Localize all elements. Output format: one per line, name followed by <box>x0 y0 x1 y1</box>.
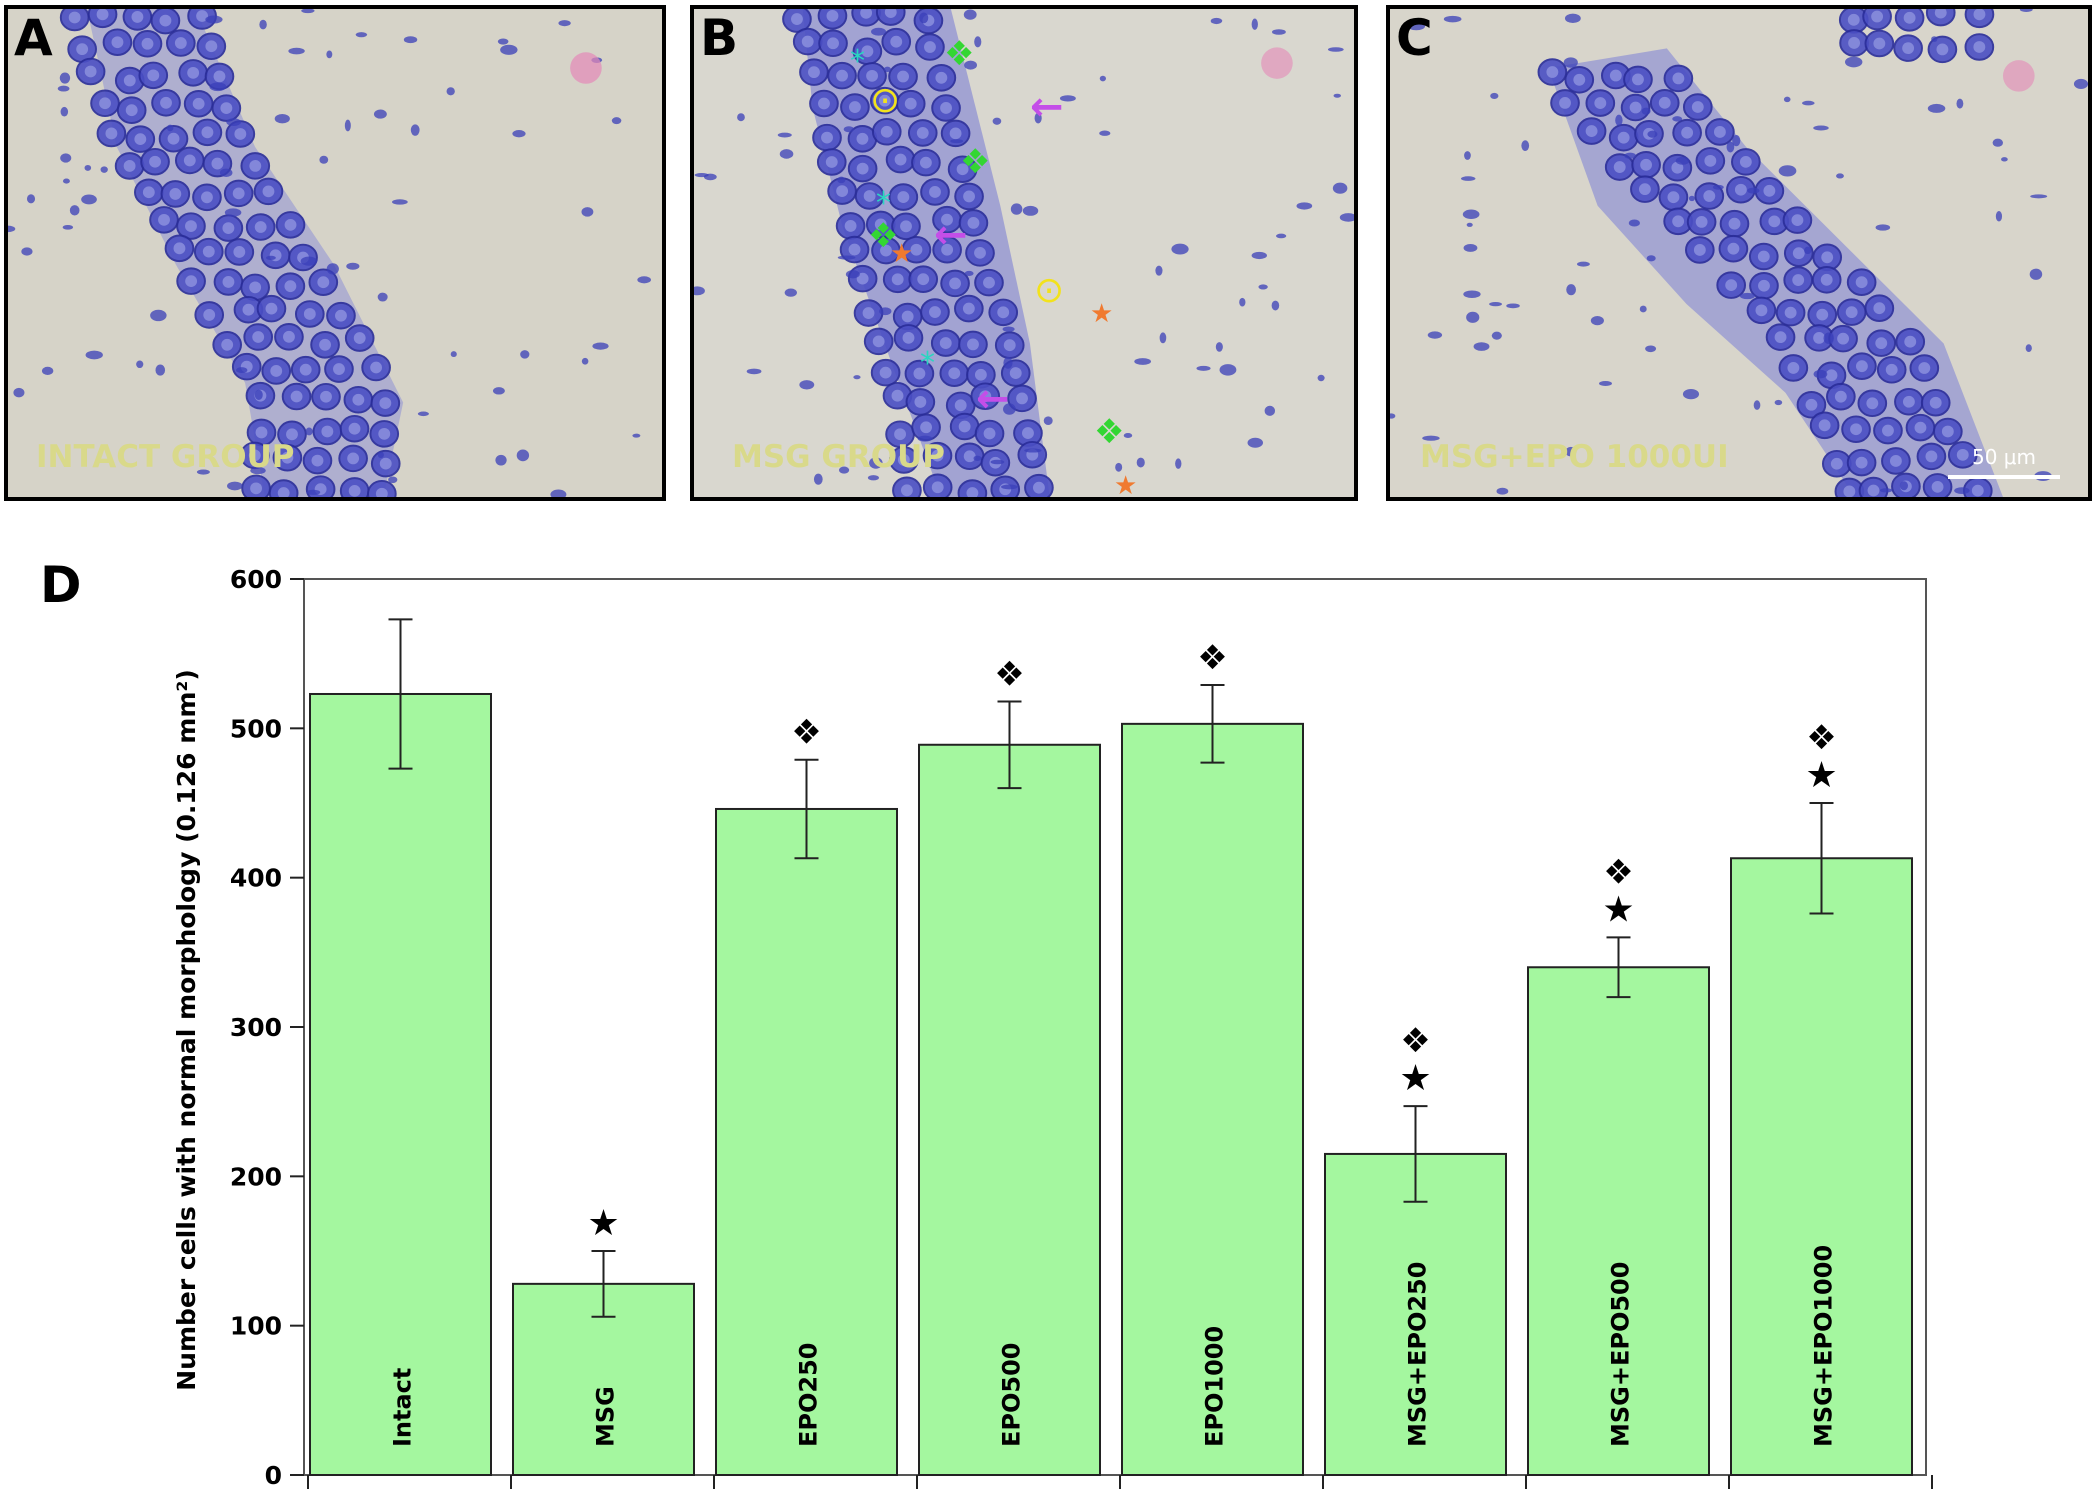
scale-bar: 50 μm <box>1948 445 2060 483</box>
bar-label: EPO1000 <box>1201 1326 1229 1447</box>
panel-letter-c: C <box>1396 9 1433 67</box>
micrograph-image-b <box>694 9 1354 497</box>
bar-label: MSG+EPO1000 <box>1810 1245 1838 1447</box>
bar-label: MSG+EPO500 <box>1607 1262 1635 1447</box>
arrow-marker: ← <box>934 212 968 258</box>
bar-msg-plus-epo250 <box>1324 1152 1507 1477</box>
y-tick-label: 300 <box>230 1013 282 1042</box>
star-marker: ★ <box>1090 299 1114 329</box>
significance-diamond: ❖ <box>994 654 1024 694</box>
arrow-marker: ← <box>1030 84 1064 130</box>
significance-diamond: ❖ <box>791 713 821 753</box>
scale-bar-line <box>1948 475 2060 479</box>
diamond-marker: ❖ <box>1094 412 1125 452</box>
y-tick-label: 200 <box>230 1162 282 1191</box>
significance-star: ★ <box>1399 1058 1431 1099</box>
diamond-marker: ❖ <box>960 142 991 182</box>
panel-letter-b: B <box>700 9 739 67</box>
diamond-marker: ❖ <box>868 216 899 256</box>
asterisk-marker: * <box>876 186 891 221</box>
group-label-a: INTACT GROUP <box>36 439 295 475</box>
y-tick-label: 0 <box>265 1461 282 1490</box>
panel-letter-a: A <box>14 9 53 67</box>
circle-marker: ⊙ <box>1034 270 1065 311</box>
bar-msg-plus-epo1000 <box>1730 857 1913 1476</box>
bar-epo500 <box>918 743 1101 1476</box>
circle-marker: ⊙ <box>870 80 901 121</box>
significance-star: ★ <box>1602 889 1634 930</box>
arrow-marker: ← <box>976 376 1010 422</box>
micrograph-image-a <box>8 9 662 497</box>
significance-star: ★ <box>1805 755 1837 796</box>
y-tick-label: 500 <box>230 714 282 743</box>
bar-label: EPO250 <box>795 1343 823 1447</box>
group-label-c: MSG+EPO 1000UI <box>1420 439 1729 475</box>
bar-label: MSG+EPO250 <box>1404 1262 1432 1447</box>
micrograph-panel-c: C MSG+EPO 1000UI 50 μm <box>1386 5 2092 501</box>
bar-label: Intact <box>389 1368 417 1447</box>
bar-msg-plus-epo500 <box>1527 966 1710 1476</box>
micrograph-panel-b: B MSG GROUP * * * ❖ ❖ ❖ ❖ ← ← ← ★ ★ ★ ⊙ … <box>690 5 1358 501</box>
bar-epo1000 <box>1121 722 1304 1476</box>
significance-diamond: ❖ <box>1603 852 1633 892</box>
asterisk-marker: * <box>850 44 865 79</box>
micrograph-panel-a: A INTACT GROUP <box>4 5 666 501</box>
significance-diamond: ❖ <box>1806 718 1836 758</box>
micrograph-image-c <box>1390 9 2088 497</box>
chart-panel-letter: D <box>40 556 82 614</box>
significance-star: ★ <box>587 1203 619 1244</box>
star-marker: ★ <box>1114 471 1138 501</box>
significance-diamond: ❖ <box>1197 638 1227 678</box>
y-tick-label: 600 <box>230 565 282 594</box>
diamond-marker: ❖ <box>944 34 975 74</box>
group-label-b: MSG GROUP <box>732 439 945 475</box>
bar-label: EPO500 <box>998 1343 1026 1447</box>
y-tick-label: 100 <box>230 1312 282 1341</box>
bar-label: MSG <box>592 1386 620 1447</box>
y-axis-label: Number cells with normal morphology (0.1… <box>172 669 201 1391</box>
asterisk-marker: * <box>920 346 935 381</box>
bar-intact <box>309 692 492 1476</box>
scale-bar-label: 50 μm <box>1971 445 2036 469</box>
star-marker: ★ <box>890 239 914 269</box>
significance-diamond: ❖ <box>1400 1021 1430 1061</box>
y-tick-label: 400 <box>230 864 282 893</box>
bar-epo250 <box>715 807 898 1476</box>
